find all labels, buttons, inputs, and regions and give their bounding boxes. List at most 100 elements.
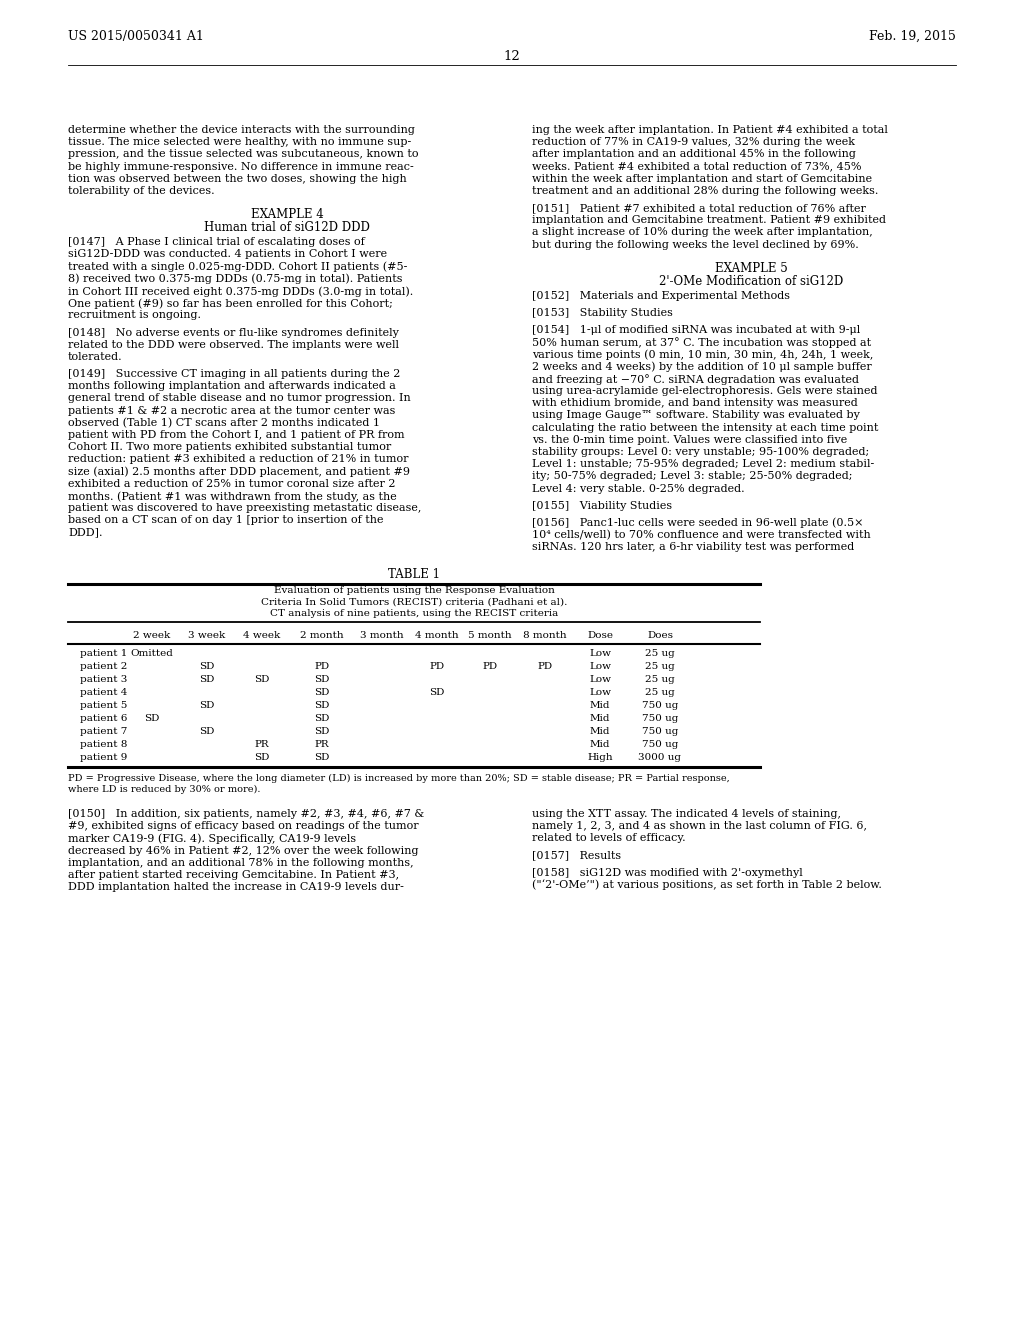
Text: High: High [587, 752, 612, 762]
Text: implantation, and an additional 78% in the following months,: implantation, and an additional 78% in t… [68, 858, 414, 867]
Text: reduction: patient #3 exhibited a reduction of 21% in tumor: reduction: patient #3 exhibited a reduct… [68, 454, 409, 465]
Text: 750 ug: 750 ug [642, 741, 678, 748]
Text: 2'-OMe Modification of siG12D: 2'-OMe Modification of siG12D [658, 275, 843, 288]
Text: 3000 ug: 3000 ug [639, 752, 682, 762]
Text: within the week after implantation and start of Gemcitabine: within the week after implantation and s… [532, 174, 872, 183]
Text: PD = Progressive Disease, where the long diameter (LD) is increased by more than: PD = Progressive Disease, where the long… [68, 774, 730, 783]
Text: Mid: Mid [590, 727, 610, 737]
Text: Level 1: unstable; 75-95% degraded; Level 2: medium stabil-: Level 1: unstable; 75-95% degraded; Leve… [532, 459, 874, 470]
Text: Low: Low [589, 649, 611, 657]
Text: #9, exhibited signs of efficacy based on readings of the tumor: #9, exhibited signs of efficacy based on… [68, 821, 419, 832]
Text: treatment and an additional 28% during the following weeks.: treatment and an additional 28% during t… [532, 186, 879, 195]
Text: patient 4: patient 4 [80, 688, 127, 697]
Text: SD: SD [314, 675, 330, 684]
Text: observed (Table 1) CT scans after 2 months indicated 1: observed (Table 1) CT scans after 2 mont… [68, 418, 380, 428]
Text: stability groups: Level 0: very unstable; 95-100% degraded;: stability groups: Level 0: very unstable… [532, 447, 869, 457]
Text: [0150]   In addition, six patients, namely #2, #3, #4, #6, #7 &: [0150] In addition, six patients, namely… [68, 809, 424, 818]
Text: but during the following weeks the level declined by 69%.: but during the following weeks the level… [532, 240, 859, 249]
Text: 10⁴ cells/well) to 70% confluence and were transfected with: 10⁴ cells/well) to 70% confluence and we… [532, 531, 870, 540]
Text: 3 week: 3 week [188, 631, 225, 640]
Text: [0148]   No adverse events or flu-like syndromes definitely: [0148] No adverse events or flu-like syn… [68, 327, 399, 338]
Text: siG12D-DDD was conducted. 4 patients in Cohort I were: siG12D-DDD was conducted. 4 patients in … [68, 249, 387, 260]
Text: SD: SD [200, 675, 215, 684]
Text: 25 ug: 25 ug [645, 675, 675, 684]
Text: calculating the ratio between the intensity at each time point: calculating the ratio between the intens… [532, 422, 879, 433]
Text: tissue. The mice selected were healthy, with no immune sup-: tissue. The mice selected were healthy, … [68, 137, 412, 148]
Text: US 2015/0050341 A1: US 2015/0050341 A1 [68, 30, 204, 44]
Text: [0152]   Materials and Experimental Methods: [0152] Materials and Experimental Method… [532, 290, 790, 301]
Text: implantation and Gemcitabine treatment. Patient #9 exhibited: implantation and Gemcitabine treatment. … [532, 215, 886, 226]
Text: based on a CT scan of on day 1 [prior to insertion of the: based on a CT scan of on day 1 [prior to… [68, 515, 384, 525]
Text: related to levels of efficacy.: related to levels of efficacy. [532, 833, 686, 843]
Text: [0149]   Successive CT imaging in all patients during the 2: [0149] Successive CT imaging in all pati… [68, 370, 400, 379]
Text: PR: PR [314, 741, 330, 748]
Text: [0155]   Viability Studies: [0155] Viability Studies [532, 500, 672, 511]
Text: patient 5: patient 5 [80, 701, 127, 710]
Text: PR: PR [255, 741, 269, 748]
Text: in Cohort III received eight 0.375-mg DDDs (3.0-mg in total).: in Cohort III received eight 0.375-mg DD… [68, 286, 414, 297]
Text: EXAMPLE 5: EXAMPLE 5 [715, 261, 787, 275]
Text: 4 week: 4 week [244, 631, 281, 640]
Text: patient with PD from the Cohort I, and 1 patient of PR from: patient with PD from the Cohort I, and 1… [68, 430, 404, 440]
Text: using the XTT assay. The indicated 4 levels of staining,: using the XTT assay. The indicated 4 lev… [532, 809, 841, 818]
Text: patient 3: patient 3 [80, 675, 127, 684]
Text: patients #1 & #2 a necrotic area at the tumor center was: patients #1 & #2 a necrotic area at the … [68, 405, 395, 416]
Text: related to the DDD were observed. The implants were well: related to the DDD were observed. The im… [68, 339, 399, 350]
Text: One patient (#9) so far has been enrolled for this Cohort;: One patient (#9) so far has been enrolle… [68, 298, 393, 309]
Text: various time points (0 min, 10 min, 30 min, 4h, 24h, 1 week,: various time points (0 min, 10 min, 30 m… [532, 350, 873, 360]
Text: size (axial) 2.5 months after DDD placement, and patient #9: size (axial) 2.5 months after DDD placem… [68, 466, 410, 477]
Text: 50% human serum, at 37° C. The incubation was stopped at: 50% human serum, at 37° C. The incubatio… [532, 338, 871, 348]
Text: using urea-acrylamide gel-electrophoresis. Gels were stained: using urea-acrylamide gel-electrophoresi… [532, 385, 878, 396]
Text: 2 week: 2 week [133, 631, 171, 640]
Text: [0158]   siG12D was modified with 2'-oxymethyl: [0158] siG12D was modified with 2'-oxyme… [532, 867, 803, 878]
Text: namely 1, 2, 3, and 4 as shown in the last column of FIG. 6,: namely 1, 2, 3, and 4 as shown in the la… [532, 821, 867, 832]
Text: decreased by 46% in Patient #2, 12% over the week following: decreased by 46% in Patient #2, 12% over… [68, 846, 419, 855]
Text: after implantation and an additional 45% in the following: after implantation and an additional 45%… [532, 149, 856, 160]
Text: patient was discovered to have preexisting metastatic disease,: patient was discovered to have preexisti… [68, 503, 421, 513]
Text: Evaluation of patients using the Response Evaluation: Evaluation of patients using the Respons… [273, 586, 554, 595]
Text: patient 1: patient 1 [80, 649, 127, 657]
Text: SD: SD [200, 661, 215, 671]
Text: Feb. 19, 2015: Feb. 19, 2015 [869, 30, 956, 44]
Text: patient 9: patient 9 [80, 752, 127, 762]
Text: 25 ug: 25 ug [645, 661, 675, 671]
Text: [0154]   1-μl of modified siRNA was incubated at with 9-μl: [0154] 1-μl of modified siRNA was incuba… [532, 325, 860, 335]
Text: Omitted: Omitted [131, 649, 173, 657]
Text: 25 ug: 25 ug [645, 688, 675, 697]
Text: marker CA19-9 (FIG. 4). Specifically, CA19-9 levels: marker CA19-9 (FIG. 4). Specifically, CA… [68, 833, 356, 843]
Text: Mid: Mid [590, 701, 610, 710]
Text: general trend of stable disease and no tumor progression. In: general trend of stable disease and no t… [68, 393, 411, 404]
Text: ("‘2'-OMe’") at various positions, as set forth in Table 2 below.: ("‘2'-OMe’") at various positions, as se… [532, 879, 882, 891]
Text: Mid: Mid [590, 714, 610, 723]
Text: tolerated.: tolerated. [68, 352, 123, 362]
Text: Low: Low [589, 675, 611, 684]
Text: 2 weeks and 4 weeks) by the addition of 10 μl sample buffer: 2 weeks and 4 weeks) by the addition of … [532, 362, 871, 372]
Text: SD: SD [314, 752, 330, 762]
Text: PD: PD [538, 661, 553, 671]
Text: exhibited a reduction of 25% in tumor coronal size after 2: exhibited a reduction of 25% in tumor co… [68, 479, 395, 488]
Text: SD: SD [200, 727, 215, 737]
Text: SD: SD [429, 688, 444, 697]
Text: [0151]   Patient #7 exhibited a total reduction of 76% after: [0151] Patient #7 exhibited a total redu… [532, 203, 866, 213]
Text: Low: Low [589, 661, 611, 671]
Text: where LD is reduced by 30% or more).: where LD is reduced by 30% or more). [68, 784, 260, 793]
Text: using Image Gauge™ software. Stability was evaluated by: using Image Gauge™ software. Stability w… [532, 411, 860, 421]
Text: Does: Does [647, 631, 673, 640]
Text: reduction of 77% in CA19-9 values, 32% during the week: reduction of 77% in CA19-9 values, 32% d… [532, 137, 855, 148]
Text: pression, and the tissue selected was subcutaneous, known to: pression, and the tissue selected was su… [68, 149, 419, 160]
Text: vs. the 0-min time point. Values were classified into five: vs. the 0-min time point. Values were cl… [532, 434, 847, 445]
Text: and freezing at −70° C. siRNA degradation was evaluated: and freezing at −70° C. siRNA degradatio… [532, 374, 859, 384]
Text: 750 ug: 750 ug [642, 714, 678, 723]
Text: Dose: Dose [587, 631, 613, 640]
Text: SD: SD [200, 701, 215, 710]
Text: 5 month: 5 month [468, 631, 512, 640]
Text: 2 month: 2 month [300, 631, 344, 640]
Text: PD: PD [482, 661, 498, 671]
Text: DDD implantation halted the increase in CA19-9 levels dur-: DDD implantation halted the increase in … [68, 882, 403, 892]
Text: 8) received two 0.375-mg DDDs (0.75-mg in total). Patients: 8) received two 0.375-mg DDDs (0.75-mg i… [68, 273, 402, 284]
Text: SD: SD [314, 688, 330, 697]
Text: TABLE 1: TABLE 1 [388, 569, 440, 581]
Text: 4 month: 4 month [415, 631, 459, 640]
Text: 3 month: 3 month [360, 631, 403, 640]
Text: after patient started receiving Gemcitabine. In Patient #3,: after patient started receiving Gemcitab… [68, 870, 399, 880]
